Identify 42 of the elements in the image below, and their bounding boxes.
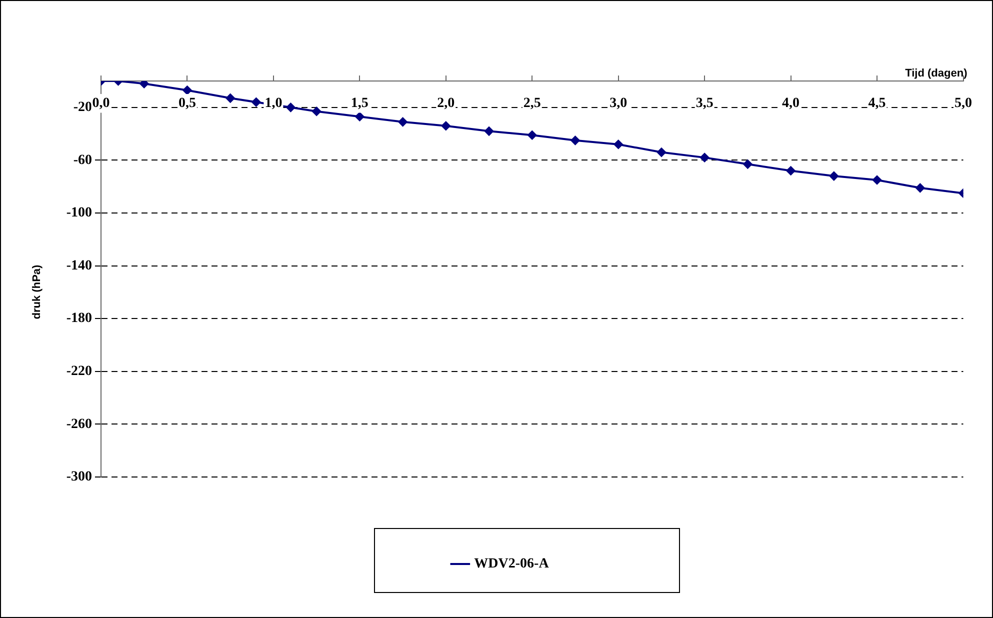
y-tick-label: -140 — [66, 258, 92, 274]
point — [441, 121, 450, 130]
point — [614, 140, 623, 149]
point — [656, 148, 666, 157]
x-tick-label: 4,0 — [782, 96, 800, 112]
y-tick-label: -100 — [66, 206, 92, 221]
point — [140, 81, 149, 88]
y-tick-label: -180 — [66, 311, 92, 326]
point — [398, 117, 408, 126]
x-tick-label: 0,5 — [178, 96, 196, 112]
point — [252, 98, 261, 107]
point — [570, 136, 580, 145]
x-tick-label: 4,5 — [868, 96, 886, 112]
point — [484, 126, 494, 136]
y-tick-label: -220 — [66, 364, 92, 380]
x-tick-label: 2,0 — [437, 96, 455, 112]
x-tick-label: 3,0 — [610, 96, 628, 112]
y-axis-title: druk (hPa) — [31, 264, 44, 320]
y-tick-label: -20 — [73, 100, 92, 116]
x-tick-label: 1,0 — [264, 96, 282, 112]
legend-label: WDV2-06-A — [474, 556, 550, 572]
point — [786, 166, 796, 176]
x-tick-label: 2,5 — [523, 96, 541, 112]
point — [286, 102, 296, 112]
point — [226, 94, 235, 103]
y-tick-label: -260 — [66, 416, 92, 432]
x-tick-label: 1,5 — [350, 96, 368, 112]
point — [700, 153, 710, 162]
point — [182, 86, 192, 95]
x-tick-label: 3,5 — [696, 96, 714, 112]
y-tick-label: -60 — [73, 152, 92, 168]
x-tick-label: 0,0 — [92, 96, 110, 112]
point — [528, 130, 537, 140]
x-axis-title: Tijd (dagen) — [905, 68, 968, 80]
point — [916, 183, 925, 192]
point — [355, 112, 364, 122]
x-tick-label: 5,0 — [954, 96, 972, 112]
point — [872, 176, 882, 184]
point — [743, 160, 752, 169]
point — [829, 172, 838, 181]
point — [312, 106, 322, 116]
y-tick-label: -300 — [66, 470, 92, 485]
